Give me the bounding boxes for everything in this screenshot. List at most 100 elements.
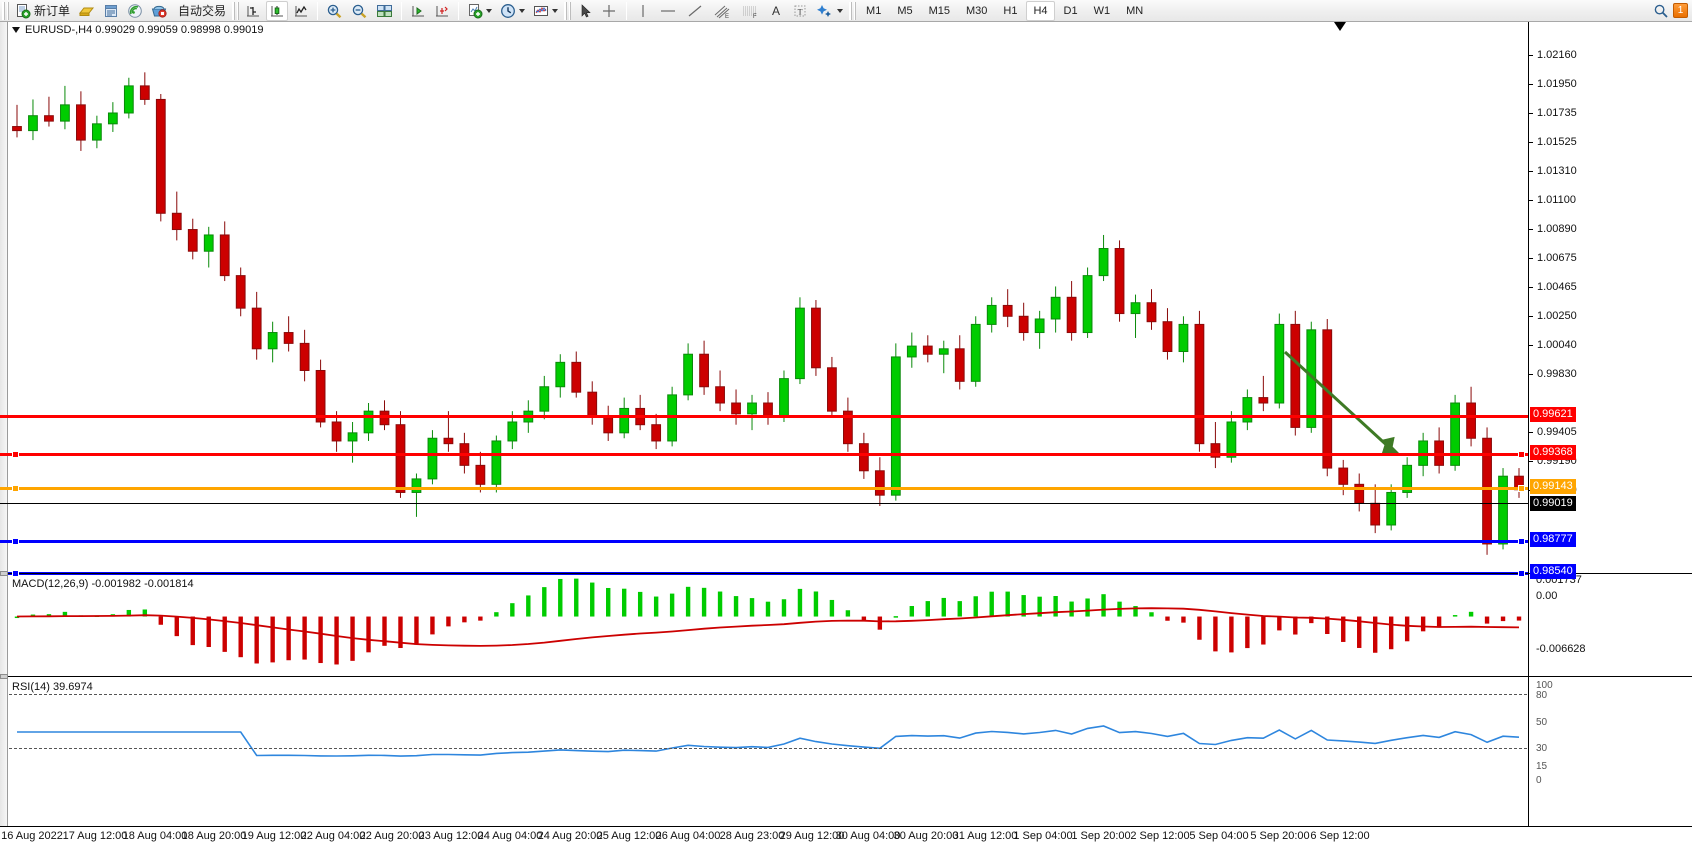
time-tick: 1 Sep 04:00 — [1013, 830, 1073, 842]
rsi-level-80-line — [9, 694, 1527, 695]
templates-button[interactable] — [530, 1, 561, 21]
price-line-blue-1-handle[interactable] — [1518, 538, 1525, 545]
timeframe-m5[interactable]: M5 — [890, 1, 919, 21]
signals-button[interactable] — [124, 1, 146, 21]
price-line-orange-handle[interactable] — [1518, 485, 1525, 492]
time-tick: 23 Aug 12:00 — [418, 830, 484, 842]
resistance-label-red[interactable]: 0.99621 — [1530, 407, 1576, 422]
trendline-button[interactable] — [683, 1, 707, 21]
autotrade-button[interactable]: 自动交易 — [172, 1, 229, 21]
toolbar-grip-4[interactable] — [849, 1, 857, 20]
cursor-button[interactable] — [574, 1, 595, 21]
gold-button[interactable] — [75, 1, 98, 21]
zoom-in-button[interactable] — [323, 1, 346, 21]
equidistant-channel-button[interactable]: E — [709, 1, 735, 21]
template-icon — [534, 5, 549, 16]
candle-chart-button[interactable] — [266, 0, 289, 21]
rsi-separator-grip[interactable] — [0, 674, 8, 679]
rsi-level-100: 100 — [1536, 680, 1553, 691]
time-tick: 28 Aug 23:00 — [719, 830, 785, 842]
time-axis[interactable]: 16 Aug 2022 17 Aug 12:00 18 Aug 04:00 18 Au… — [0, 826, 1692, 845]
toolbar-separator-3 — [458, 1, 460, 20]
price-line-red-2[interactable] — [0, 453, 1528, 456]
timeframe-h1[interactable]: H1 — [996, 1, 1024, 21]
rsi-separator[interactable] — [0, 676, 1692, 677]
rsi-level-50: 50 — [1536, 717, 1548, 728]
price-line-black[interactable] — [0, 503, 1528, 504]
horizontal-line-button[interactable] — [655, 1, 681, 21]
shapes-icon — [817, 4, 832, 17]
timeframe-mn[interactable]: MN — [1119, 1, 1150, 21]
toolbar-grip-3[interactable] — [564, 1, 572, 20]
zoom-in-icon — [327, 4, 342, 18]
current-price-label[interactable]: 0.99019 — [1530, 496, 1576, 511]
crosshair-icon — [603, 4, 616, 17]
timeframe-mn-label: MN — [1126, 4, 1144, 17]
timeframe-d1[interactable]: D1 — [1057, 1, 1085, 21]
price-line-red-2-handle[interactable] — [1518, 451, 1525, 458]
support-label-orange[interactable]: 0.99143 — [1530, 479, 1576, 494]
price-line-blue-1[interactable] — [0, 540, 1528, 543]
search-icon[interactable] — [1653, 3, 1669, 19]
indicators-button[interactable] — [464, 1, 495, 21]
periods-caret-icon[interactable] — [519, 8, 526, 13]
cursor-arrow-icon — [581, 3, 591, 17]
text-button[interactable]: A — [765, 1, 787, 21]
market-button[interactable] — [148, 1, 170, 21]
chart-symbol-header[interactable]: EURUSD-,H4 0.99029 0.99059 0.98998 0.990… — [12, 24, 264, 36]
macd-separator-grip[interactable] — [0, 571, 8, 576]
line-chart-button[interactable] — [290, 1, 312, 21]
toolbar-grip-2[interactable] — [232, 1, 240, 20]
macd-histogram — [14, 578, 1522, 665]
periods-button[interactable] — [497, 1, 528, 21]
vertical-line-button[interactable] — [632, 1, 653, 21]
price-line-red-2-handle-left[interactable] — [12, 451, 19, 458]
macd-label: MACD(12,26,9) -0.001982 -0.001814 — [12, 578, 194, 590]
macd-separator[interactable] — [0, 573, 1692, 574]
support-label-blue[interactable]: 0.98777 — [1530, 532, 1576, 547]
bar-chart-icon — [247, 5, 260, 16]
price-line-orange[interactable] — [0, 487, 1528, 490]
price-line-orange-handle-left[interactable] — [12, 485, 19, 492]
objects-caret-icon[interactable] — [837, 8, 844, 13]
fibonacci-button[interactable]: F — [737, 1, 763, 21]
price-axis[interactable]: 1.02160 1.01950 1.01735 1.01525 1.01310 1.011… — [1528, 22, 1692, 826]
templates-caret-icon[interactable] — [552, 8, 559, 13]
timeframe-m15[interactable]: M15 — [922, 1, 957, 21]
text-label-button[interactable]: T — [789, 1, 811, 21]
text-a-icon: A — [772, 3, 781, 18]
time-tick: 5 Sep 04:00 — [1189, 830, 1249, 842]
price-line-blue-2-handle[interactable] — [1518, 570, 1525, 577]
timeframe-m30[interactable]: M30 — [959, 1, 994, 21]
time-tick: 24 Aug 20:00 — [537, 830, 603, 842]
bar-chart-button[interactable] — [242, 1, 264, 21]
price-line-blue-1-handle-left[interactable] — [12, 538, 19, 545]
chart-area[interactable]: EURUSD-,H4 0.99029 0.99059 0.98998 0.990… — [0, 22, 1692, 845]
zoom-out-button[interactable] — [348, 1, 371, 21]
indicators-caret-icon[interactable] — [486, 8, 493, 13]
autoscroll-button[interactable] — [407, 1, 429, 21]
down-trend-arrow[interactable] — [1283, 350, 1400, 454]
macd-tick-zero: 0.00 — [1536, 590, 1558, 602]
new-order-button[interactable]: 新订单 — [12, 1, 73, 21]
price-line-blue-2-handle-left[interactable] — [12, 570, 19, 577]
support-label-blue-2[interactable]: 0.98540 — [1530, 564, 1576, 579]
chevron-down-icon[interactable] — [12, 27, 20, 33]
resistance-label-red-2[interactable]: 0.99368 — [1530, 445, 1576, 460]
toolbar-grip[interactable] — [2, 1, 9, 20]
price-line-red-1[interactable] — [0, 415, 1528, 418]
objects-button[interactable] — [813, 1, 846, 21]
timeframe-h4[interactable]: H4 — [1026, 0, 1055, 21]
timeframe-w1[interactable]: W1 — [1087, 1, 1118, 21]
tile-windows-button[interactable] — [373, 1, 396, 21]
trendline-icon — [688, 5, 702, 16]
chart-shift-icon — [436, 5, 449, 16]
time-tick: 26 Aug 04:00 — [655, 830, 721, 842]
terminal-button[interactable] — [100, 1, 122, 21]
notification-badge[interactable]: 1 — [1673, 3, 1688, 18]
toolbar-separator-4 — [626, 1, 628, 20]
clock-icon — [501, 3, 515, 18]
chart-shift-button[interactable] — [431, 1, 453, 21]
crosshair-button[interactable] — [597, 1, 621, 21]
timeframe-m1[interactable]: M1 — [859, 1, 888, 21]
